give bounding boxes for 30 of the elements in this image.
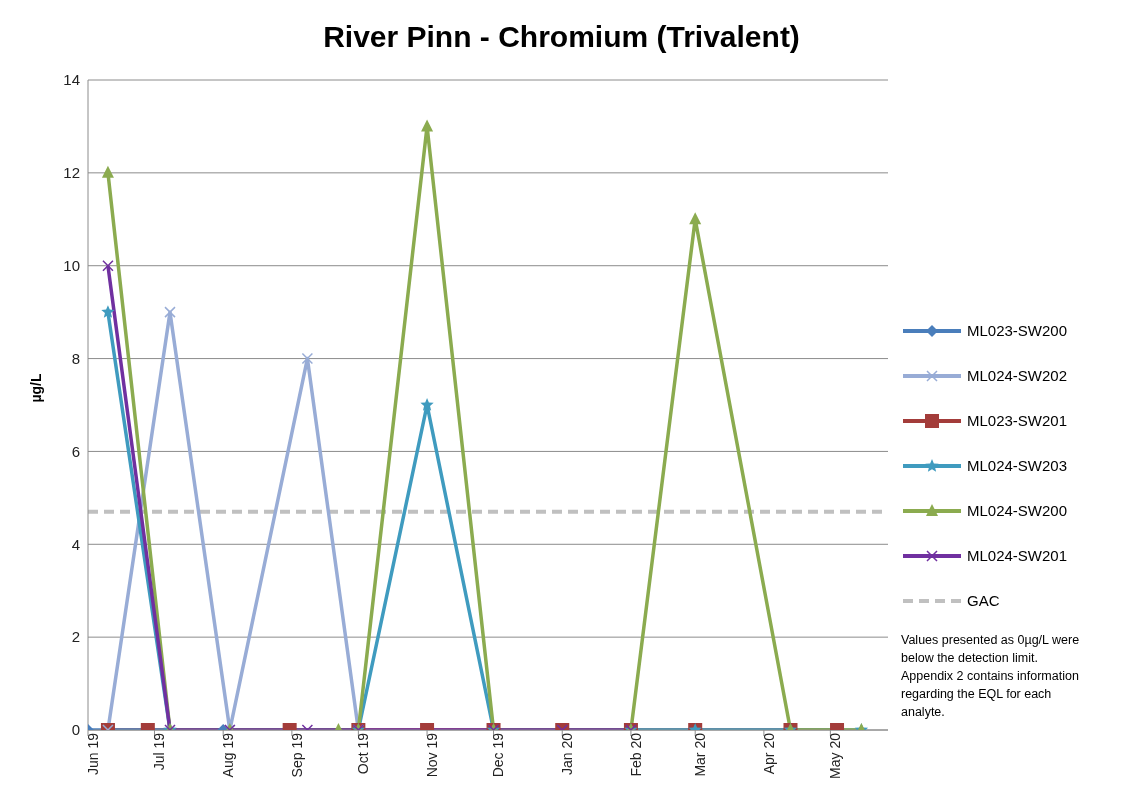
x-tick-label: May 20 — [827, 732, 844, 779]
x-tick-label: Sep 19 — [288, 732, 305, 778]
x-tick-label: Apr 20 — [760, 732, 777, 775]
legend-label: ML024-SW201 — [967, 547, 1068, 564]
x-tick-label: Mar 20 — [692, 732, 709, 777]
chart-title: River Pinn - Chromium (Trivalent) — [322, 20, 801, 54]
x-tick-label: Jun 19 — [84, 732, 101, 776]
x-tick-label: Jul 19 — [151, 732, 168, 771]
x-tick-label: Aug 19 — [220, 732, 237, 778]
y-tick-label: 12 — [63, 164, 80, 182]
y-tick-label: 10 — [63, 257, 80, 275]
y-tick-label: 2 — [71, 628, 80, 646]
y-tick-label: 14 — [63, 71, 80, 89]
legend-label: ML023-SW200 — [967, 322, 1068, 339]
y-axis-title: µg/L — [28, 373, 44, 403]
legend-label: ML023-SW201 — [967, 412, 1068, 429]
text: Values presented as 0µg/L were below the detection limit. Appendix 2 contains information regarding the EQL for each analyte. — [901, 632, 1081, 721]
x-tick-label: Jan 20 — [559, 732, 576, 776]
legend-label: ML024-SW202 — [967, 367, 1068, 384]
x-tick-label: Dec 19 — [490, 732, 507, 778]
x-tick-label: Oct 19 — [355, 732, 372, 775]
y-tick-label: 8 — [71, 349, 80, 367]
legend-label: ML024-SW203 — [967, 457, 1068, 474]
x-tick-label: Nov 19 — [424, 732, 440, 778]
legend-label: GAC — [967, 592, 1000, 609]
y-tick-label: 6 — [71, 442, 80, 460]
legend-label: ML024-SW200 — [967, 502, 1068, 519]
y-tick-label: 4 — [71, 535, 80, 553]
y-tick-label: 0 — [71, 721, 80, 739]
x-tick-label: Feb 20 — [627, 732, 644, 777]
